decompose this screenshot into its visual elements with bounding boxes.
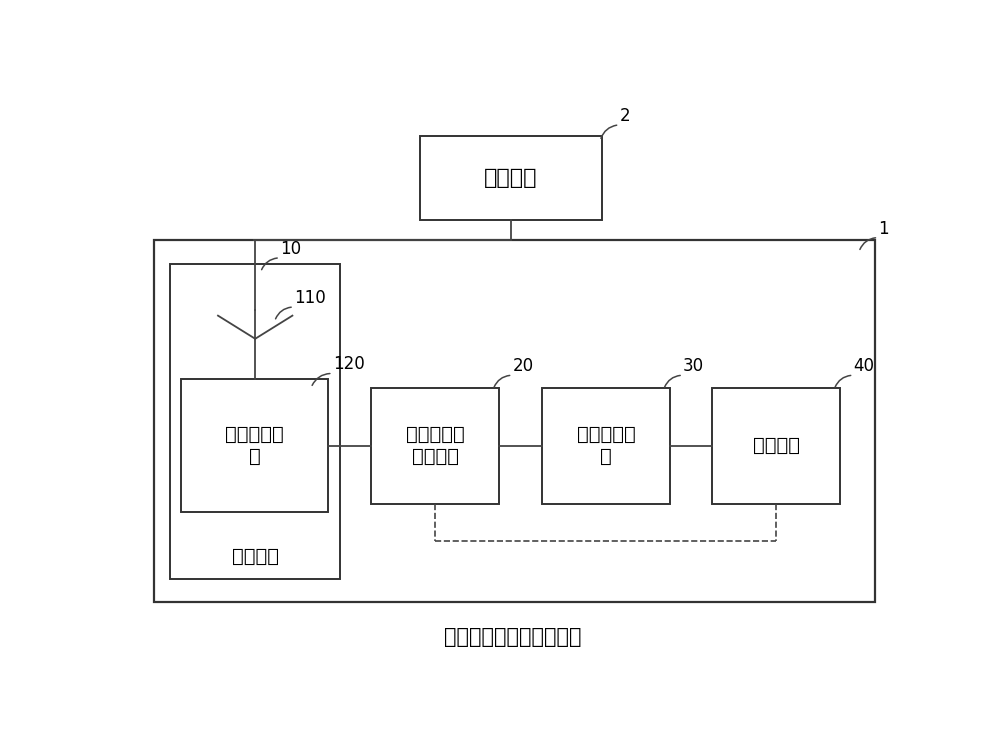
Text: 卫星平台: 卫星平台	[484, 168, 537, 189]
Bar	[170, 264, 340, 579]
Text: 110: 110	[294, 289, 326, 307]
Text: 30: 30	[683, 357, 704, 376]
Text: 10: 10	[280, 240, 301, 258]
Text: 增益可编程
放大模块: 增益可编程 放大模块	[406, 425, 465, 466]
Text: 处理模块: 处理模块	[753, 436, 800, 455]
Text: 天线匹配电
路: 天线匹配电 路	[225, 425, 284, 466]
Bar	[542, 388, 670, 504]
Text: 120: 120	[333, 355, 364, 373]
Bar	[371, 388, 499, 504]
Text: 20: 20	[512, 357, 534, 376]
Bar	[420, 137, 602, 220]
Text: 空间无线电环境测控装置: 空间无线电环境测控装置	[444, 626, 581, 647]
Text: 2: 2	[619, 107, 630, 125]
Bar	[181, 379, 328, 512]
Bar	[712, 388, 840, 504]
Text: 1: 1	[878, 219, 889, 237]
Text: 天线模块: 天线模块	[232, 547, 279, 566]
Bar	[154, 240, 875, 602]
Text: 模数转换模
块: 模数转换模 块	[577, 425, 635, 466]
Text: 40: 40	[854, 357, 874, 376]
